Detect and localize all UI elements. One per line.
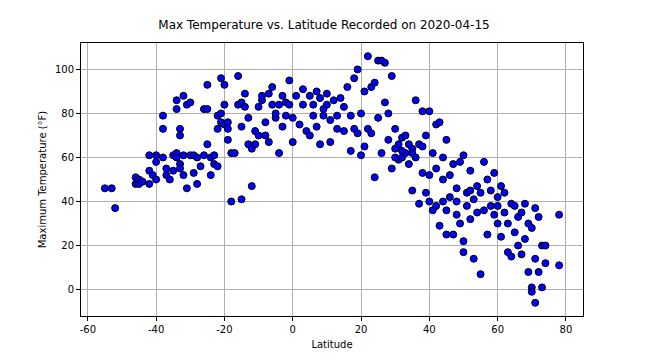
svg-text:-20: -20 [216,324,232,335]
svg-text:60: 60 [491,324,504,335]
svg-text:100: 100 [55,64,74,75]
svg-text:Maximum Temperature (°F): Maximum Temperature (°F) [37,111,48,249]
svg-text:Max Temperature vs. Latitude R: Max Temperature vs. Latitude Recorded on… [158,18,489,32]
svg-text:Latitude: Latitude [311,339,352,350]
svg-text:0: 0 [290,324,296,335]
svg-text:40: 40 [61,196,74,207]
svg-text:80: 80 [560,324,573,335]
svg-text:20: 20 [355,324,368,335]
svg-text:0: 0 [68,284,74,295]
svg-text:20: 20 [61,240,74,251]
svg-text:-60: -60 [80,324,96,335]
svg-text:-40: -40 [148,324,164,335]
svg-text:60: 60 [61,152,74,163]
svg-text:40: 40 [423,324,436,335]
svg-text:80: 80 [61,108,74,119]
